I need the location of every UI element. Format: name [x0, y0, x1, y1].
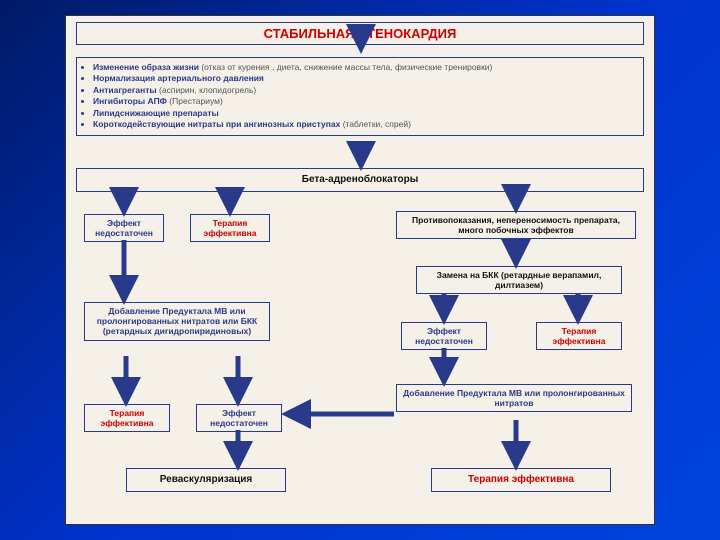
- node-bkk-sub: Замена на БКК (ретардные верапамил, дилт…: [416, 266, 622, 294]
- node-ther-eff-4: Терапия эффективна: [431, 468, 611, 492]
- node-eff-insuff-1: Эффект недостаточен: [84, 214, 164, 242]
- node-add-preduct-right: Добавление Предуктала МВ или пролонгиров…: [396, 384, 632, 412]
- bullet-item: Антиагреганты (аспирин, клопидогрель): [93, 85, 637, 96]
- node-contra: Противопоказания, непереносимость препар…: [396, 211, 636, 239]
- node-ther-eff-2: Терапия эффективна: [536, 322, 622, 350]
- lifestyle-bullets: Изменение образа жизни (отказ от курения…: [76, 57, 644, 136]
- node-eff-insuff-2: Эффект недостаточен: [401, 322, 487, 350]
- node-ther-eff-1: Терапия эффективна: [190, 214, 270, 242]
- node-revasc: Реваскуляризация: [126, 468, 286, 492]
- bullet-item: Липидснижающие препараты: [93, 108, 637, 119]
- bullet-item: Нормализация артериального давления: [93, 73, 637, 84]
- node-add-preduct-left: Добавление Предуктала МВ или пролонгиров…: [84, 302, 270, 341]
- bullet-item: Изменение образа жизни (отказ от курения…: [93, 62, 637, 73]
- flowchart-panel: СТАБИЛЬНАЯ СТЕНОКАРДИЯ Изменение образа …: [65, 15, 655, 525]
- node-eff-insuff-3: Эффект недостаточен: [196, 404, 282, 432]
- node-ther-eff-3: Терапия эффективна: [84, 404, 170, 432]
- title-box: СТАБИЛЬНАЯ СТЕНОКАРДИЯ: [76, 22, 644, 45]
- bullet-item: Ингибиторы АПФ (Престариум): [93, 96, 637, 107]
- node-beta: Бета-адреноблокаторы: [76, 168, 644, 192]
- title-text: СТАБИЛЬНАЯ СТЕНОКАРДИЯ: [264, 26, 457, 41]
- bullet-item: Короткодействующие нитраты при ангинозны…: [93, 119, 637, 130]
